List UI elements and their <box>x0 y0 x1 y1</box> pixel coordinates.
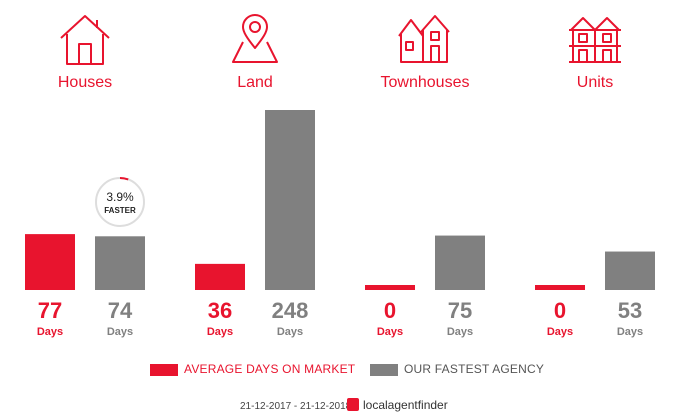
bar-townhouses-average <box>365 285 415 290</box>
value-label: 36 <box>208 298 232 323</box>
category-houses: Houses <box>0 0 170 91</box>
value-label: 77 <box>38 298 62 323</box>
value-label: 0 <box>554 298 566 323</box>
value-label: 0 <box>384 298 396 323</box>
value-label: 53 <box>618 298 642 323</box>
bar-land-average <box>195 263 245 290</box>
bar-land-fastest <box>265 110 315 290</box>
category-label: Land <box>237 74 273 91</box>
unit-label: Days <box>277 326 303 338</box>
category-label: Houses <box>57 74 113 91</box>
days-on-market-chart: 77 Days 74 Days 36 Days 248 Days 0 Days 75 Days 0 Day… <box>25 110 655 338</box>
unit-label: Days <box>447 326 473 338</box>
legend-swatch-average <box>150 364 178 376</box>
bar-units-fastest <box>605 251 655 290</box>
unit-label: Days <box>107 326 133 338</box>
value-label: 74 <box>108 298 133 323</box>
category-units: Units <box>510 0 680 91</box>
legend-label-fastest: OUR FASTEST AGENCY <box>404 362 545 376</box>
unit-label: Days <box>207 326 233 338</box>
unit-label: Days <box>37 326 63 338</box>
date-range: 21-12-2017 - 21-12-2018 <box>240 401 352 412</box>
callout-label: FASTER <box>104 206 136 215</box>
house-icon <box>60 15 110 65</box>
legend-swatch-fastest <box>370 364 398 376</box>
brand-name: localagentfinder <box>363 398 448 412</box>
unit-label: Days <box>377 326 403 338</box>
value-label: 75 <box>448 298 472 323</box>
callout-arc <box>119 177 129 181</box>
brand-logo-icon <box>347 398 359 411</box>
callout-percent: 3.9% <box>106 190 134 204</box>
unit-label: Days <box>547 326 573 338</box>
bar-houses-fastest <box>95 236 145 290</box>
units-icon <box>569 17 621 63</box>
townhouses-icon <box>398 15 450 63</box>
map-pin-icon <box>232 14 278 63</box>
bar-units-average <box>535 285 585 290</box>
legend-label-average: AVERAGE DAYS ON MARKET <box>184 362 356 376</box>
bar-houses-average <box>25 234 75 290</box>
category-townhouses: Townhouses <box>340 0 510 91</box>
bar-townhouses-fastest <box>435 235 485 290</box>
category-label: Units <box>576 74 614 91</box>
value-label: 248 <box>272 298 309 323</box>
category-label: Townhouses <box>380 74 470 91</box>
category-land: Land <box>170 0 340 91</box>
unit-label: Days <box>617 326 643 338</box>
